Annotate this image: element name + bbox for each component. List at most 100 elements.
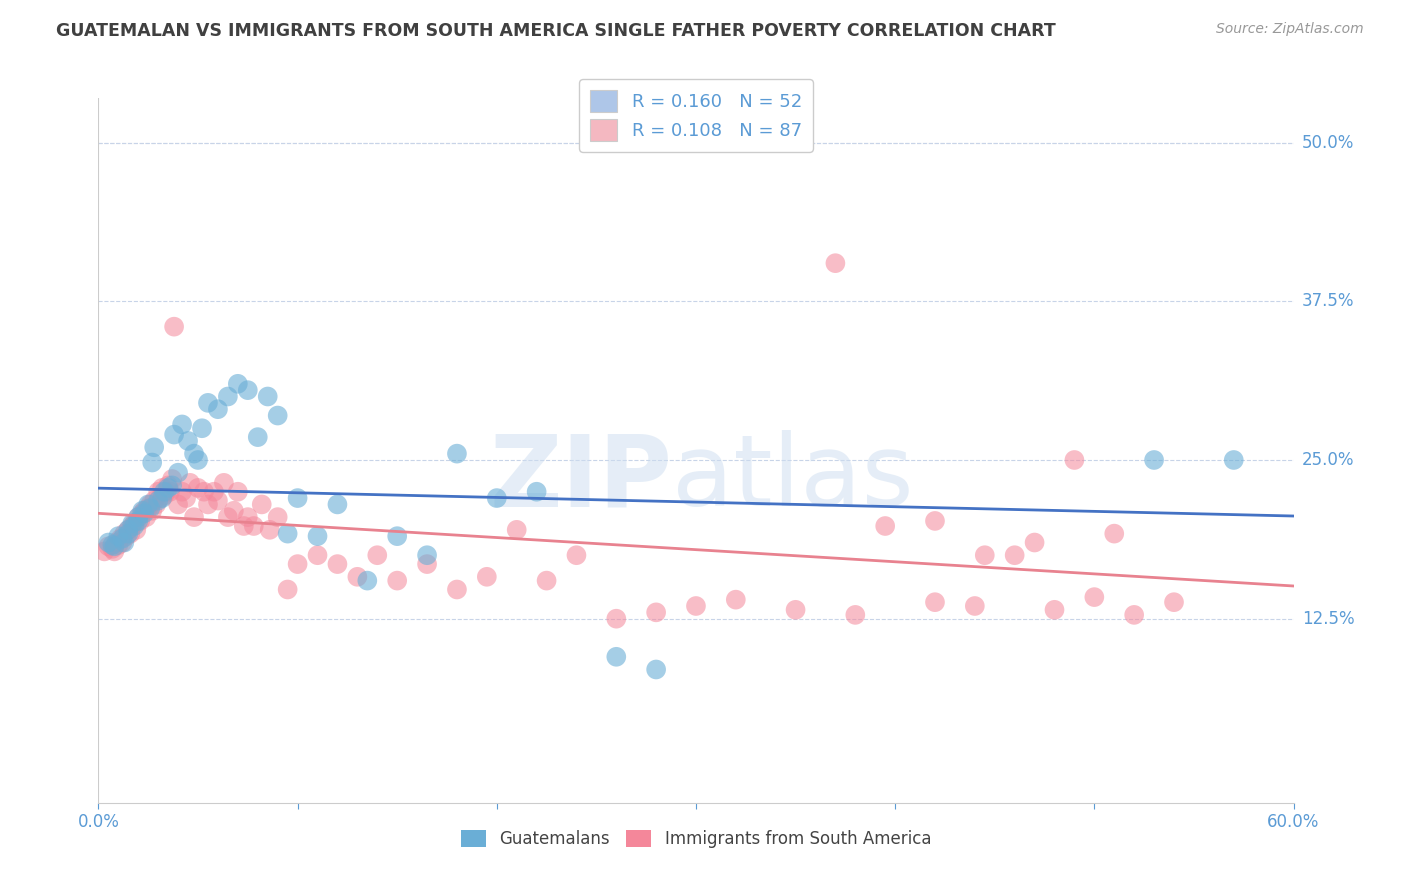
Point [153, 484, 176, 499]
Point [1063, 453, 1085, 467]
Point [924, 514, 946, 528]
Point [226, 484, 249, 499]
Point [155, 484, 177, 499]
Point [121, 519, 143, 533]
Point [243, 519, 266, 533]
Point [103, 544, 125, 558]
Point [875, 519, 897, 533]
Point [277, 526, 299, 541]
Point [844, 607, 866, 622]
Point [1083, 590, 1105, 604]
Point [159, 484, 181, 499]
Point [127, 514, 149, 528]
Point [97, 535, 120, 549]
Point [645, 663, 668, 677]
Point [129, 514, 152, 528]
Point [127, 510, 149, 524]
Point [356, 574, 378, 588]
Point [107, 529, 129, 543]
Point [217, 510, 239, 524]
Text: 37.5%: 37.5% [1302, 293, 1354, 310]
Point [446, 582, 468, 597]
Point [101, 538, 124, 552]
Point [163, 427, 186, 442]
Point [217, 390, 239, 404]
Point [366, 548, 388, 562]
Point [112, 526, 135, 541]
Point [117, 526, 139, 541]
Point [536, 574, 558, 588]
Point [1104, 526, 1126, 541]
Point [112, 535, 135, 549]
Point [307, 548, 329, 562]
Point [605, 612, 627, 626]
Point [197, 396, 219, 410]
Point [1004, 548, 1026, 562]
Text: Source: ZipAtlas.com: Source: ZipAtlas.com [1216, 22, 1364, 37]
Point [131, 506, 153, 520]
Point [267, 409, 290, 423]
Point [172, 417, 194, 432]
Point [93, 544, 115, 558]
Point [117, 523, 139, 537]
Point [785, 603, 807, 617]
Point [259, 523, 281, 537]
Point [143, 493, 166, 508]
Point [1223, 453, 1246, 467]
Point [163, 319, 186, 334]
Point [724, 592, 747, 607]
Point [97, 539, 120, 553]
Point [150, 481, 173, 495]
Point [605, 649, 627, 664]
Point [207, 493, 229, 508]
Point [212, 475, 235, 490]
Point [187, 481, 209, 495]
Point [150, 491, 173, 505]
Point [1163, 595, 1185, 609]
Point [120, 526, 142, 541]
Point [973, 548, 995, 562]
Point [135, 510, 157, 524]
Point [136, 501, 159, 516]
Point [526, 484, 548, 499]
Point [326, 497, 349, 511]
Point [193, 484, 215, 499]
Point [287, 557, 309, 571]
Point [105, 535, 128, 549]
Text: 50.0%: 50.0% [1302, 134, 1354, 152]
Point [167, 497, 190, 511]
Point [101, 541, 124, 556]
Point [236, 510, 259, 524]
Text: 12.5%: 12.5% [1302, 610, 1354, 628]
Point [160, 472, 183, 486]
Point [134, 504, 156, 518]
Point [111, 535, 134, 549]
Point [222, 504, 245, 518]
Point [183, 447, 205, 461]
Text: ZIP: ZIP [489, 430, 672, 527]
Point [125, 523, 148, 537]
Point [179, 475, 201, 490]
Point [107, 538, 129, 552]
Point [207, 402, 229, 417]
Point [963, 599, 986, 613]
Text: GUATEMALAN VS IMMIGRANTS FROM SOUTH AMERICA SINGLE FATHER POVERTY CORRELATION CH: GUATEMALAN VS IMMIGRANTS FROM SOUTH AMER… [56, 22, 1056, 40]
Point [145, 497, 167, 511]
Point [103, 539, 125, 553]
Point [139, 497, 162, 511]
Point [187, 453, 209, 467]
Point [117, 523, 139, 537]
Point [167, 466, 190, 480]
Text: 25.0%: 25.0% [1302, 451, 1354, 469]
Point [236, 383, 259, 397]
Point [1143, 453, 1166, 467]
Point [111, 532, 134, 546]
Y-axis label: Single Father Poverty: Single Father Poverty [0, 362, 8, 539]
Point [172, 484, 194, 499]
Text: atlas: atlas [672, 430, 914, 527]
Point [136, 497, 159, 511]
Point [226, 376, 249, 391]
Point [307, 529, 329, 543]
Point [127, 510, 149, 524]
Point [124, 519, 146, 533]
